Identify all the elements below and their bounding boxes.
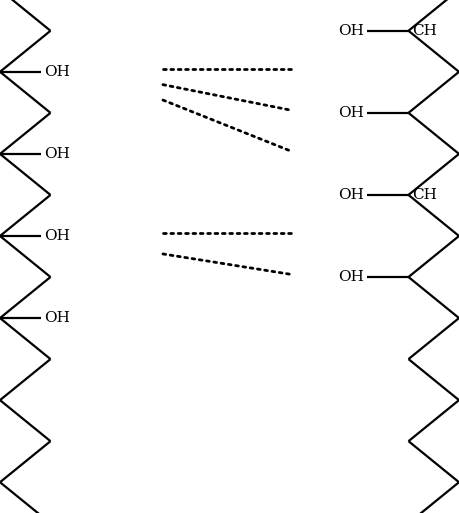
Text: OH: OH bbox=[338, 106, 364, 120]
Text: OH: OH bbox=[338, 270, 364, 284]
Text: CH: CH bbox=[412, 188, 437, 202]
Text: OH: OH bbox=[45, 147, 70, 161]
Text: OH: OH bbox=[338, 188, 364, 202]
Text: OH: OH bbox=[45, 311, 70, 325]
Text: CH: CH bbox=[412, 24, 437, 38]
Text: OH: OH bbox=[45, 65, 70, 79]
Text: OH: OH bbox=[45, 229, 70, 243]
Text: OH: OH bbox=[338, 24, 364, 38]
